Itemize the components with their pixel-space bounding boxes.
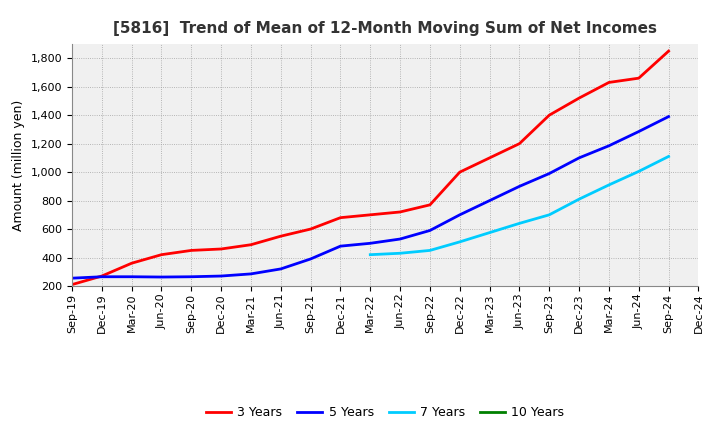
3 Years: [97, 273, 106, 279]
5 Years: [336, 243, 345, 249]
3 Years: [247, 242, 256, 247]
5 Years: [605, 143, 613, 148]
5 Years: [217, 273, 225, 279]
Line: 7 Years: 7 Years: [370, 157, 669, 255]
3 Years: [276, 234, 285, 239]
3 Years: [187, 248, 196, 253]
3 Years: [217, 246, 225, 252]
5 Years: [456, 212, 464, 217]
5 Years: [485, 198, 494, 203]
5 Years: [276, 266, 285, 271]
3 Years: [396, 209, 405, 215]
7 Years: [605, 182, 613, 187]
5 Years: [634, 129, 643, 134]
3 Years: [605, 80, 613, 85]
3 Years: [575, 95, 583, 101]
3 Years: [336, 215, 345, 220]
7 Years: [456, 239, 464, 245]
3 Years: [634, 76, 643, 81]
7 Years: [634, 169, 643, 174]
3 Years: [456, 169, 464, 175]
5 Years: [426, 228, 434, 233]
3 Years: [485, 155, 494, 161]
5 Years: [575, 155, 583, 161]
3 Years: [545, 113, 554, 118]
5 Years: [545, 171, 554, 176]
5 Years: [665, 114, 673, 119]
Y-axis label: Amount (million yen): Amount (million yen): [12, 99, 25, 231]
3 Years: [515, 141, 523, 146]
7 Years: [575, 197, 583, 202]
5 Years: [366, 241, 374, 246]
5 Years: [306, 257, 315, 262]
5 Years: [127, 274, 136, 279]
5 Years: [396, 236, 405, 242]
5 Years: [157, 275, 166, 280]
Legend: 3 Years, 5 Years, 7 Years, 10 Years: 3 Years, 5 Years, 7 Years, 10 Years: [201, 401, 570, 424]
5 Years: [247, 271, 256, 277]
5 Years: [515, 184, 523, 189]
5 Years: [68, 275, 76, 281]
3 Years: [68, 282, 76, 287]
Title: [5816]  Trend of Mean of 12-Month Moving Sum of Net Incomes: [5816] Trend of Mean of 12-Month Moving …: [113, 21, 657, 36]
7 Years: [366, 252, 374, 257]
3 Years: [127, 260, 136, 266]
3 Years: [157, 252, 166, 257]
3 Years: [665, 48, 673, 54]
7 Years: [515, 221, 523, 226]
3 Years: [426, 202, 434, 208]
Line: 5 Years: 5 Years: [72, 117, 669, 278]
7 Years: [485, 230, 494, 235]
7 Years: [396, 251, 405, 256]
3 Years: [366, 212, 374, 217]
5 Years: [187, 274, 196, 279]
7 Years: [426, 248, 434, 253]
7 Years: [665, 154, 673, 159]
5 Years: [97, 274, 106, 279]
3 Years: [306, 227, 315, 232]
7 Years: [545, 212, 554, 217]
Line: 3 Years: 3 Years: [72, 51, 669, 285]
